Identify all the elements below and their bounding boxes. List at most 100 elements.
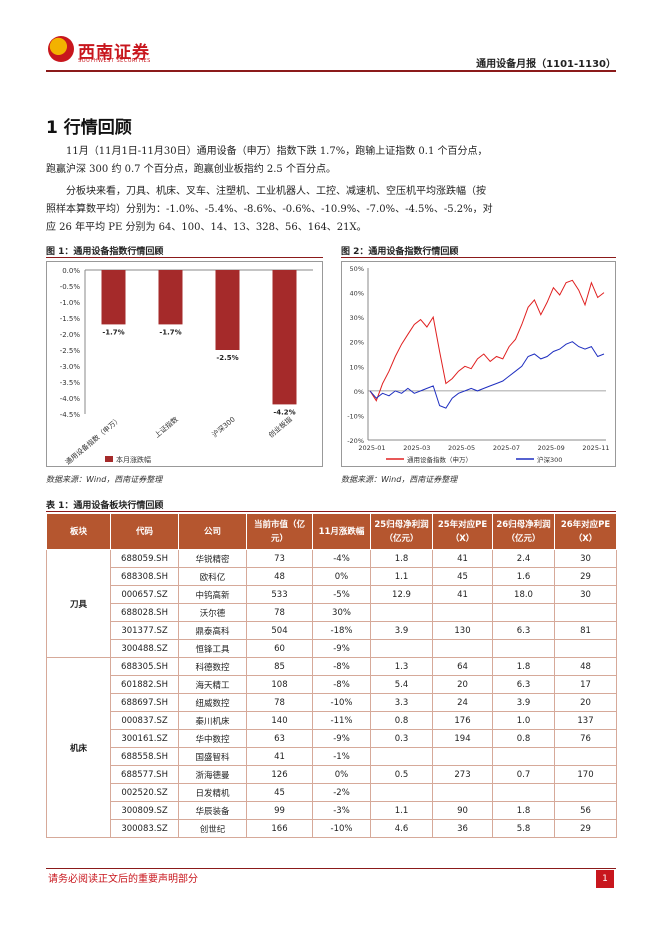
table-cell: 20 [432, 675, 493, 694]
y-tick-label: -20% [347, 437, 364, 445]
table-cell: -8% [312, 657, 371, 676]
report-title: 通用设备月报（1101-1130） [476, 59, 616, 70]
table-header-cell: 代码 [110, 513, 179, 550]
table-cell: 海天精工 [178, 675, 247, 694]
table-cell: 99 [246, 801, 313, 820]
table-cell: 300488.SZ [110, 639, 179, 658]
data-label: -2.5% [216, 354, 238, 362]
table-cell: 688558.SH [110, 747, 179, 766]
page-number: 1 [596, 870, 614, 888]
table-row: 688308.SH 欧科亿 48 0% 1.1 45 1.6 29 [47, 567, 617, 586]
figure2-chart-frame: 50% 40% 30% 20% 10% 0% -10% -20% 2025-01 2025-03 2… [341, 261, 616, 467]
x-tick-label: 通用设备指数（申万） [63, 415, 122, 467]
table-cell: 2.4 [492, 549, 555, 568]
table-cell [492, 639, 555, 658]
table-cell: 166 [246, 819, 313, 838]
table-cell: 沃尔德 [178, 603, 247, 622]
table-header-cell: 25归母净利润（亿元） [370, 513, 433, 550]
table-row: 机床 688305.SH 科德数控 85 -8% 1.3 64 1.8 48 [46, 657, 617, 838]
table-cell: 688028.SH [110, 603, 179, 622]
table-cell: -18% [312, 621, 371, 640]
table-header-cell: 25年对应PE（X） [432, 513, 493, 550]
table-cell: 90 [432, 801, 493, 820]
table-row: 601882.SH 海天精工 108 -8% 5.4 20 6.3 17 [47, 675, 617, 694]
y-tick-label: -4.0% [60, 395, 81, 403]
x-tick-label: 创业板指 [267, 415, 294, 440]
table-cell: 0% [312, 567, 371, 586]
table-cell [432, 747, 493, 766]
table-cell: -4% [312, 549, 371, 568]
table-cell: 恒锋工具 [178, 639, 247, 658]
table-cell: 301377.SZ [110, 621, 179, 640]
sector-name-cell: 机床 [46, 657, 111, 838]
table-row: 002520.SZ 日发精机 45 -2% [47, 783, 617, 802]
table-cell: 3.9 [492, 693, 555, 712]
table-cell: 4.6 [370, 819, 433, 838]
x-tick-label: 2025-11 [582, 444, 609, 452]
table-cell: -3% [312, 801, 371, 820]
y-tick-label: -10% [347, 412, 364, 420]
table-row: 000837.SZ 秦川机床 140 -11% 0.8 176 1.0 137 [47, 711, 617, 730]
table-cell: -2% [312, 783, 371, 802]
y-tick-label: 20% [350, 339, 364, 347]
table-cell [554, 747, 617, 766]
company-logo-icon [48, 36, 74, 62]
legend-swatch [105, 456, 113, 462]
table-cell [370, 639, 433, 658]
table-cell: 300161.SZ [110, 729, 179, 748]
table-cell [554, 783, 617, 802]
table-cell: 176 [432, 711, 493, 730]
table-cell: 5.4 [370, 675, 433, 694]
paragraph-sectors: 分板块来看，刀具、机床、叉车、注塑机、工业机器人、工控、减速机、空压机平均涨跌幅… [46, 186, 493, 233]
table-cell: 3.3 [370, 693, 433, 712]
table-cell: 30 [554, 549, 617, 568]
x-tick-label: 2025-07 [493, 444, 520, 452]
table-cell: 533 [246, 585, 313, 604]
bar [158, 270, 183, 325]
table-cell: -10% [312, 819, 371, 838]
table-cell: 0% [312, 765, 371, 784]
table-cell: -9% [312, 729, 371, 748]
company-logo-subtitle: SOUTHWEST SECURITIES [78, 58, 151, 64]
table-cell: 48 [554, 657, 617, 676]
table-cell: -10% [312, 693, 371, 712]
table-cell: 18.0 [492, 585, 555, 604]
table-cell: -11% [312, 711, 371, 730]
paragraph-summary: 11月（11月1日-11月30日）通用设备（申万）指数下跌 1.7%，跑输上证指… [46, 146, 488, 175]
table-cell: 欧科亿 [178, 567, 247, 586]
table-cell [432, 603, 493, 622]
table-cell: 17 [554, 675, 617, 694]
y-tick-label: 40% [350, 290, 364, 298]
table-cell: 41 [432, 549, 493, 568]
table-cell: 华辰装备 [178, 801, 247, 820]
x-tick-label: 2025-01 [358, 444, 385, 452]
table-cell: 688577.SH [110, 765, 179, 784]
y-tick-label: -1.0% [60, 299, 81, 307]
table-cell: 鼎泰高科 [178, 621, 247, 640]
table-cell: -9% [312, 639, 371, 658]
table-cell: 1.0 [492, 711, 555, 730]
table-cell: 140 [246, 711, 313, 730]
figure1-divider [46, 257, 323, 258]
figure2-title: 图 2：通用设备指数行情回顾 [341, 247, 459, 257]
table-cell: 60 [246, 639, 313, 658]
table-cell: 20 [554, 693, 617, 712]
table-cell: 76 [554, 729, 617, 748]
table-cell: 126 [246, 765, 313, 784]
table-cell: 5.8 [492, 819, 555, 838]
table-cell: 12.9 [370, 585, 433, 604]
table-cell: -1% [312, 747, 371, 766]
table-cell: 194 [432, 729, 493, 748]
y-tick-label: -3.5% [60, 379, 81, 387]
table-cell: 73 [246, 549, 313, 568]
table-row: 301377.SZ 鼎泰高科 504 -18% 3.9 130 6.3 81 [47, 621, 617, 640]
data-label: -1.7% [102, 328, 124, 336]
table-cell: 29 [554, 819, 617, 838]
table-row: 300161.SZ 华中数控 63 -9% 0.3 194 0.8 76 [47, 729, 617, 748]
y-tick-label: -3.0% [60, 363, 81, 371]
table-cell: 浙海德曼 [178, 765, 247, 784]
table-row: 688577.SH 浙海德曼 126 0% 0.5 273 0.7 170 [47, 765, 617, 784]
bar [215, 270, 240, 350]
table-row: 刀具 688059.SH 华锐精密 73 -4% 1.8 41 2.4 30 [46, 549, 617, 658]
table-cell: 30% [312, 603, 371, 622]
